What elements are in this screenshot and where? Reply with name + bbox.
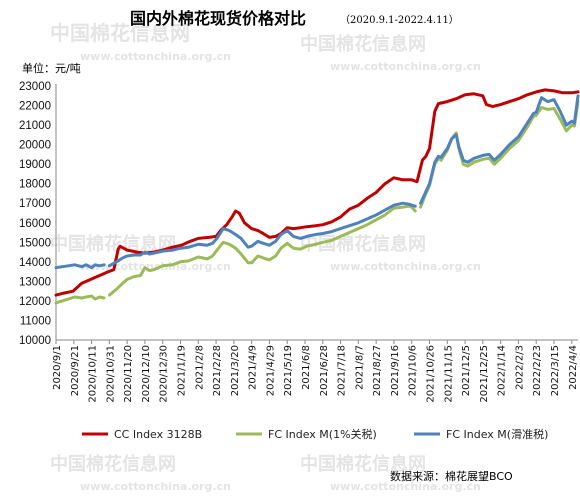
x-tick-label: 2021/11/15 bbox=[443, 345, 454, 403]
watermark-text: 中国棉花信息网 bbox=[300, 33, 426, 55]
watermark-url: www.cottonchina.org.cn bbox=[330, 60, 481, 73]
x-tick-label: 2021/2/8 bbox=[194, 345, 205, 390]
y-tick-label: 16000 bbox=[19, 218, 51, 230]
x-tick-label: 2022/2/3 bbox=[514, 345, 525, 390]
x-tick-label: 2021/7/18 bbox=[337, 345, 348, 396]
x-tick-label: 2020/12/10 bbox=[141, 345, 152, 403]
y-tick-label: 10000 bbox=[19, 335, 51, 347]
y-tick-label: 18000 bbox=[19, 179, 51, 191]
chart-title: 国内外棉花现货价格对比 bbox=[130, 9, 306, 28]
chart-subtitle: （2020.9.1-2022.4.11） bbox=[340, 14, 459, 26]
watermark-text: 中国棉花信息网 bbox=[50, 453, 176, 475]
y-tick-label: 19000 bbox=[19, 159, 51, 171]
x-axis: 2020/9/1 2020/9/21 2020/10/11 2020/10/31 202… bbox=[52, 339, 579, 403]
y-tick-label: 13000 bbox=[19, 276, 51, 288]
x-tick-label: 2021/3/20 bbox=[230, 345, 241, 396]
unit-label: 单位：元/吨 bbox=[22, 61, 81, 75]
watermark-url: www.cottonchina.org.cn bbox=[80, 50, 231, 63]
x-tick-label: 2020/9/1 bbox=[52, 345, 63, 390]
y-tick-label: 11000 bbox=[20, 315, 51, 327]
y-tick-label: 14000 bbox=[19, 257, 51, 269]
series-line-3 bbox=[54, 263, 106, 270]
x-tick-label: 2021/12/5 bbox=[461, 345, 472, 396]
x-tick-label: 2021/10/6 bbox=[408, 345, 419, 396]
x-tick-label: 2020/12/30 bbox=[159, 345, 170, 403]
x-tick-label: 2021/6/28 bbox=[319, 345, 330, 396]
x-tick-label: 2020/9/21 bbox=[70, 345, 81, 396]
watermark-layer: 中国棉花信息网 www.cottonchina.org.cn 中国棉花信息网 www.… bbox=[50, 21, 481, 493]
legend-label-1: CC Index 3128B bbox=[114, 428, 202, 441]
y-axis: 10000 11000 12000 13000 14000 15000 16000 17000… bbox=[19, 81, 57, 347]
x-tick-label: 2021/2/28 bbox=[212, 345, 223, 396]
series-line-2 bbox=[54, 294, 106, 305]
x-tick-label: 2021/8/7 bbox=[354, 345, 365, 390]
watermark-url: www.cottonchina.org.cn bbox=[330, 260, 481, 273]
data-source: 数据来源：棉花展望BCO bbox=[390, 469, 513, 483]
y-tick-label: 23000 bbox=[19, 81, 51, 93]
watermark-url: www.cottonchina.org.cn bbox=[80, 260, 231, 273]
x-tick-label: 2021/8/27 bbox=[372, 345, 383, 396]
legend: CC Index 3128B FC Index M(1%关税) FC Index M… bbox=[82, 427, 548, 441]
watermark-text: 中国棉花信息网 bbox=[50, 233, 176, 255]
x-tick-label: 2022/2/23 bbox=[532, 345, 543, 396]
x-tick-label: 2020/10/31 bbox=[105, 345, 116, 403]
y-tick-label: 22000 bbox=[19, 101, 51, 113]
series-line-2 bbox=[419, 100, 580, 209]
y-tick-label: 17000 bbox=[19, 198, 51, 210]
y-tick-label: 12000 bbox=[19, 296, 51, 308]
watermark-text: 中国棉花信息网 bbox=[300, 233, 426, 255]
watermark-url: www.cottonchina.org.cn bbox=[330, 480, 481, 493]
x-tick-label: 2022/1/14 bbox=[497, 345, 508, 396]
x-tick-label: 2021/4/9 bbox=[248, 345, 259, 390]
x-tick-label: 2021/4/29 bbox=[265, 345, 276, 396]
y-tick-label: 15000 bbox=[19, 237, 51, 249]
series-line-3 bbox=[107, 201, 417, 268]
y-tick-label: 20000 bbox=[19, 140, 51, 152]
x-tick-label: 2022/3/15 bbox=[550, 345, 561, 396]
series-line-3 bbox=[419, 94, 580, 205]
x-tick-label: 2021/6/8 bbox=[301, 345, 312, 390]
legend-label-3: FC Index M(滑准税) bbox=[446, 427, 548, 441]
y-tick-label: 21000 bbox=[19, 120, 51, 132]
x-tick-label: 2021/10/26 bbox=[425, 345, 436, 403]
x-tick-label: 2021/9/16 bbox=[390, 345, 401, 396]
legend-label-2: FC Index M(1%关税) bbox=[268, 427, 377, 441]
x-tick-label: 2021/5/19 bbox=[283, 345, 294, 396]
watermark-text: 中国棉花信息网 bbox=[300, 453, 426, 475]
x-tick-label: 2021/12/25 bbox=[479, 345, 490, 403]
watermark-text: 中国棉花信息网 bbox=[50, 21, 190, 45]
watermark-url: www.cottonchina.org.cn bbox=[80, 480, 231, 493]
x-tick-label: 2020/11/20 bbox=[123, 345, 134, 403]
x-tick-label: 2021/1/19 bbox=[176, 345, 187, 396]
x-tick-label: 2020/10/11 bbox=[88, 345, 99, 403]
series-layer bbox=[54, 88, 580, 305]
x-tick-label: 2022/4/4 bbox=[568, 345, 579, 390]
series-line-2 bbox=[107, 204, 417, 297]
